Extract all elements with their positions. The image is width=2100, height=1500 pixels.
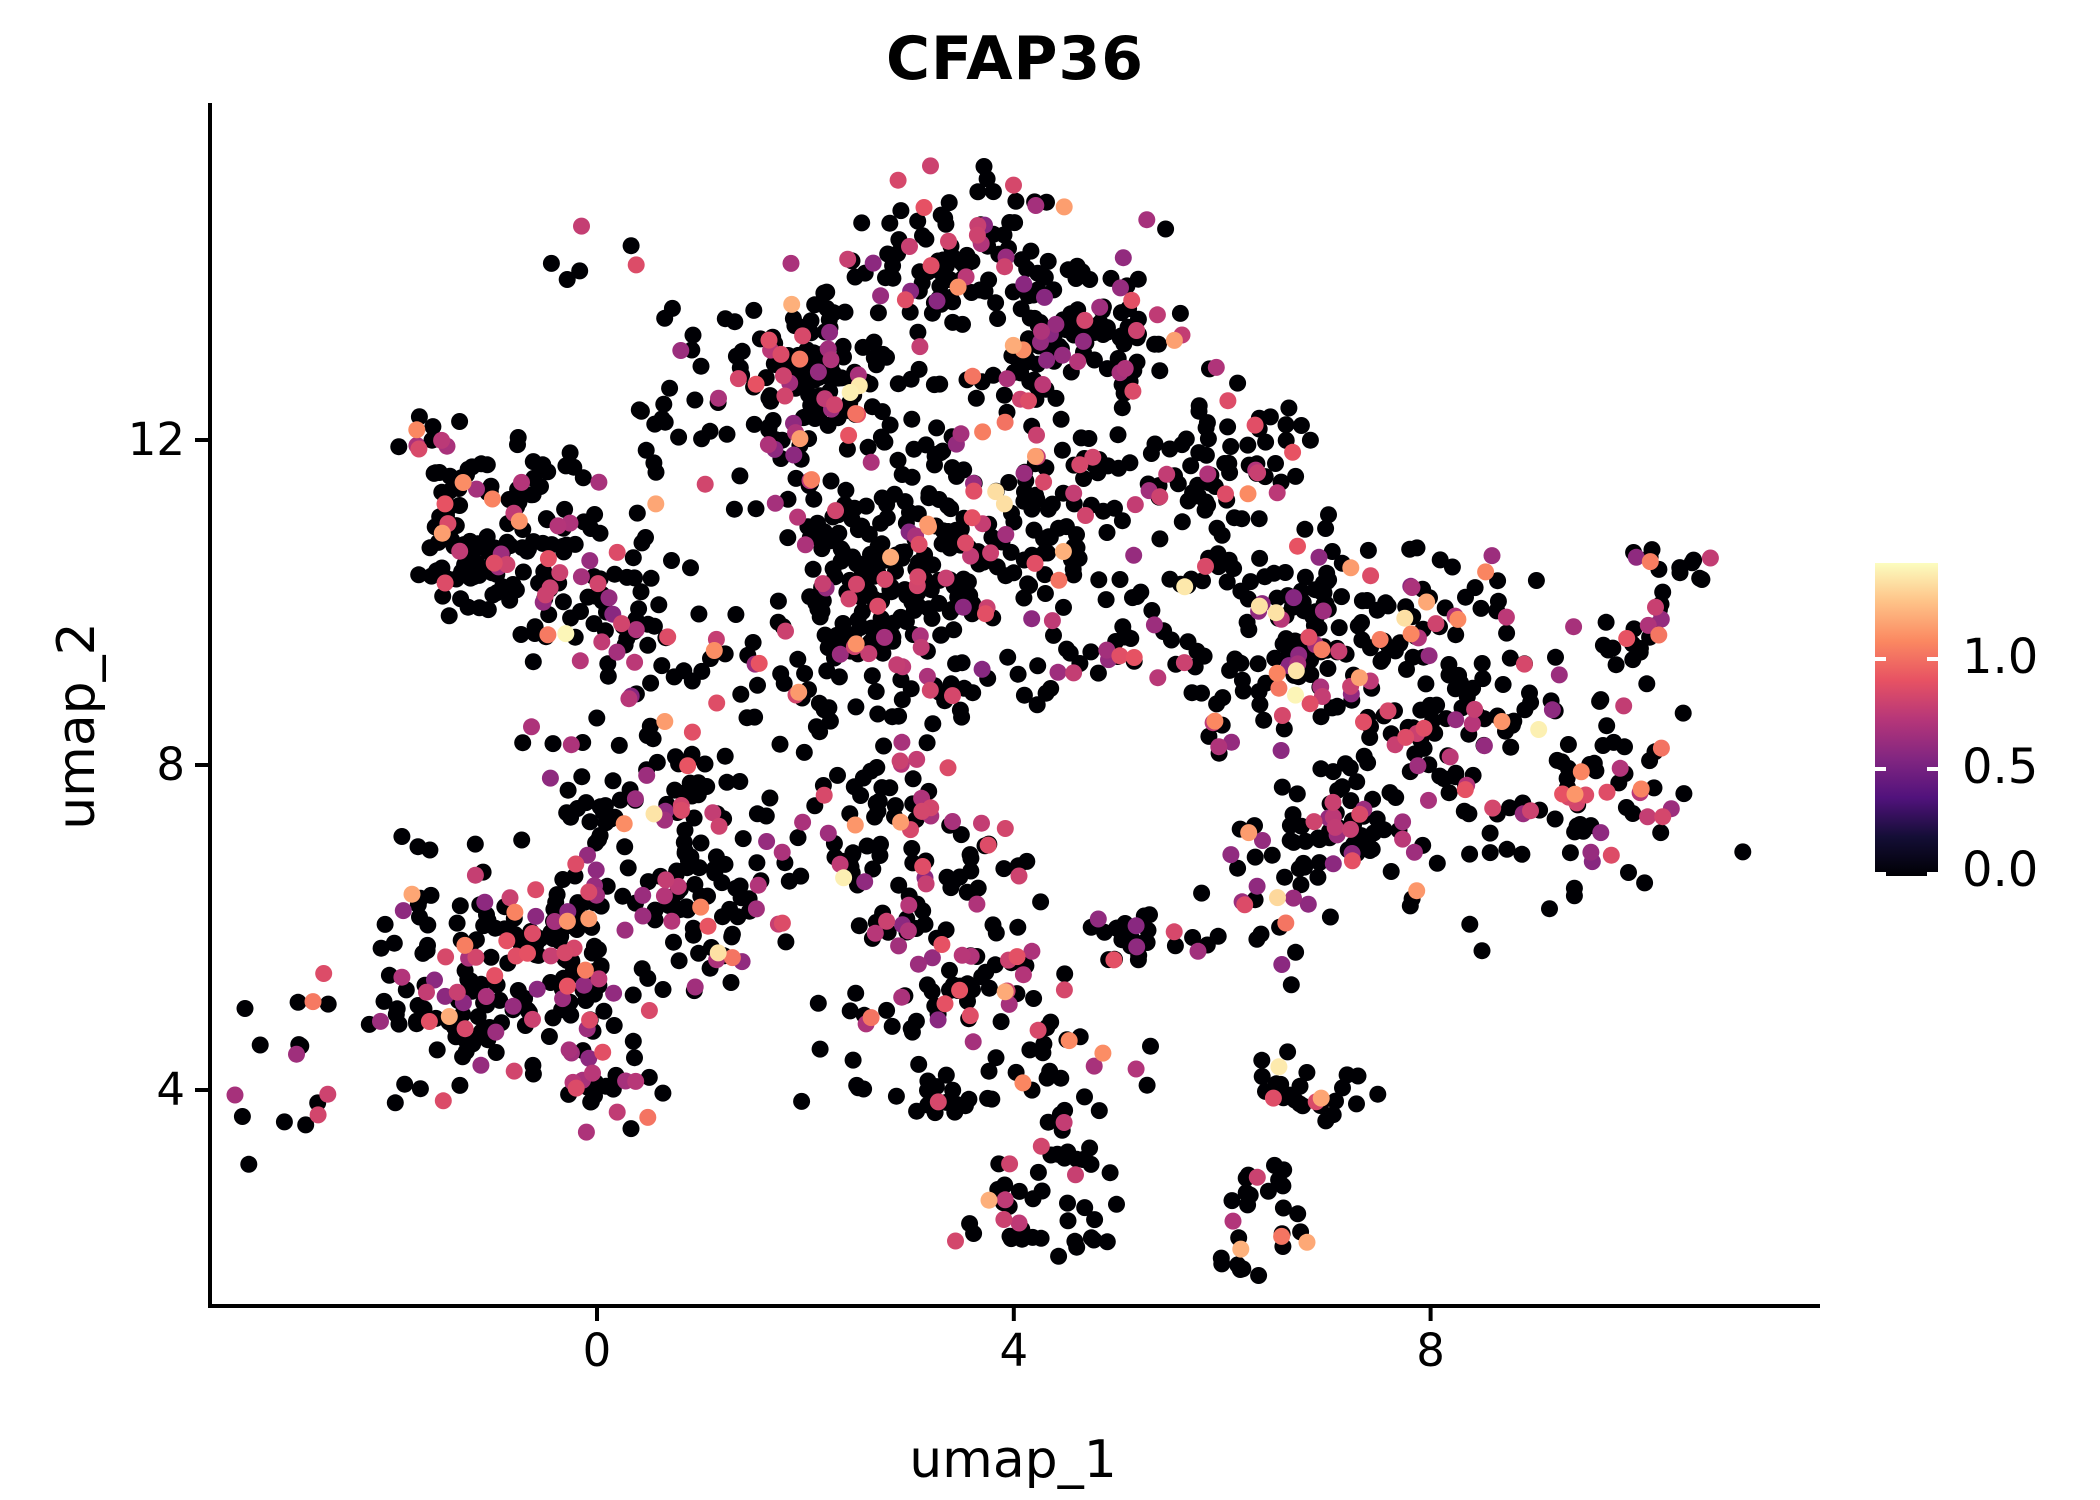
scatter-points [226, 157, 1752, 1284]
colorbar-notch [1875, 872, 1886, 876]
colorbar-tick-label: 1.0 [1962, 629, 2039, 685]
x-tick-label: 4 [999, 1324, 1029, 1377]
axis-tick-marks [195, 438, 1433, 1321]
x-tick-label: 0 [582, 1324, 612, 1377]
colorbar-tick-label: 0.5 [1962, 738, 2039, 795]
y-tick-label: 12 [127, 413, 185, 466]
colorbar-notch [1927, 872, 1938, 876]
x-axis-label: umap_1 [909, 1430, 1117, 1490]
colorbar-notch [1875, 766, 1886, 771]
colorbar-tick-label: 0.0 [1962, 842, 2039, 898]
colorbar-notch [1927, 657, 1938, 661]
colorbar-notch [1875, 657, 1886, 661]
chart-title: CFAP36 [885, 24, 1145, 94]
colorbar-notch [1927, 766, 1938, 771]
colorbar [1875, 563, 1938, 876]
y-tick-label: 4 [156, 1063, 185, 1116]
x-tick-label: 8 [1416, 1324, 1445, 1377]
colorbar-gradient [1875, 563, 1938, 876]
y-tick-label: 8 [156, 738, 185, 791]
y-axis-label: umap_2 [47, 622, 107, 830]
